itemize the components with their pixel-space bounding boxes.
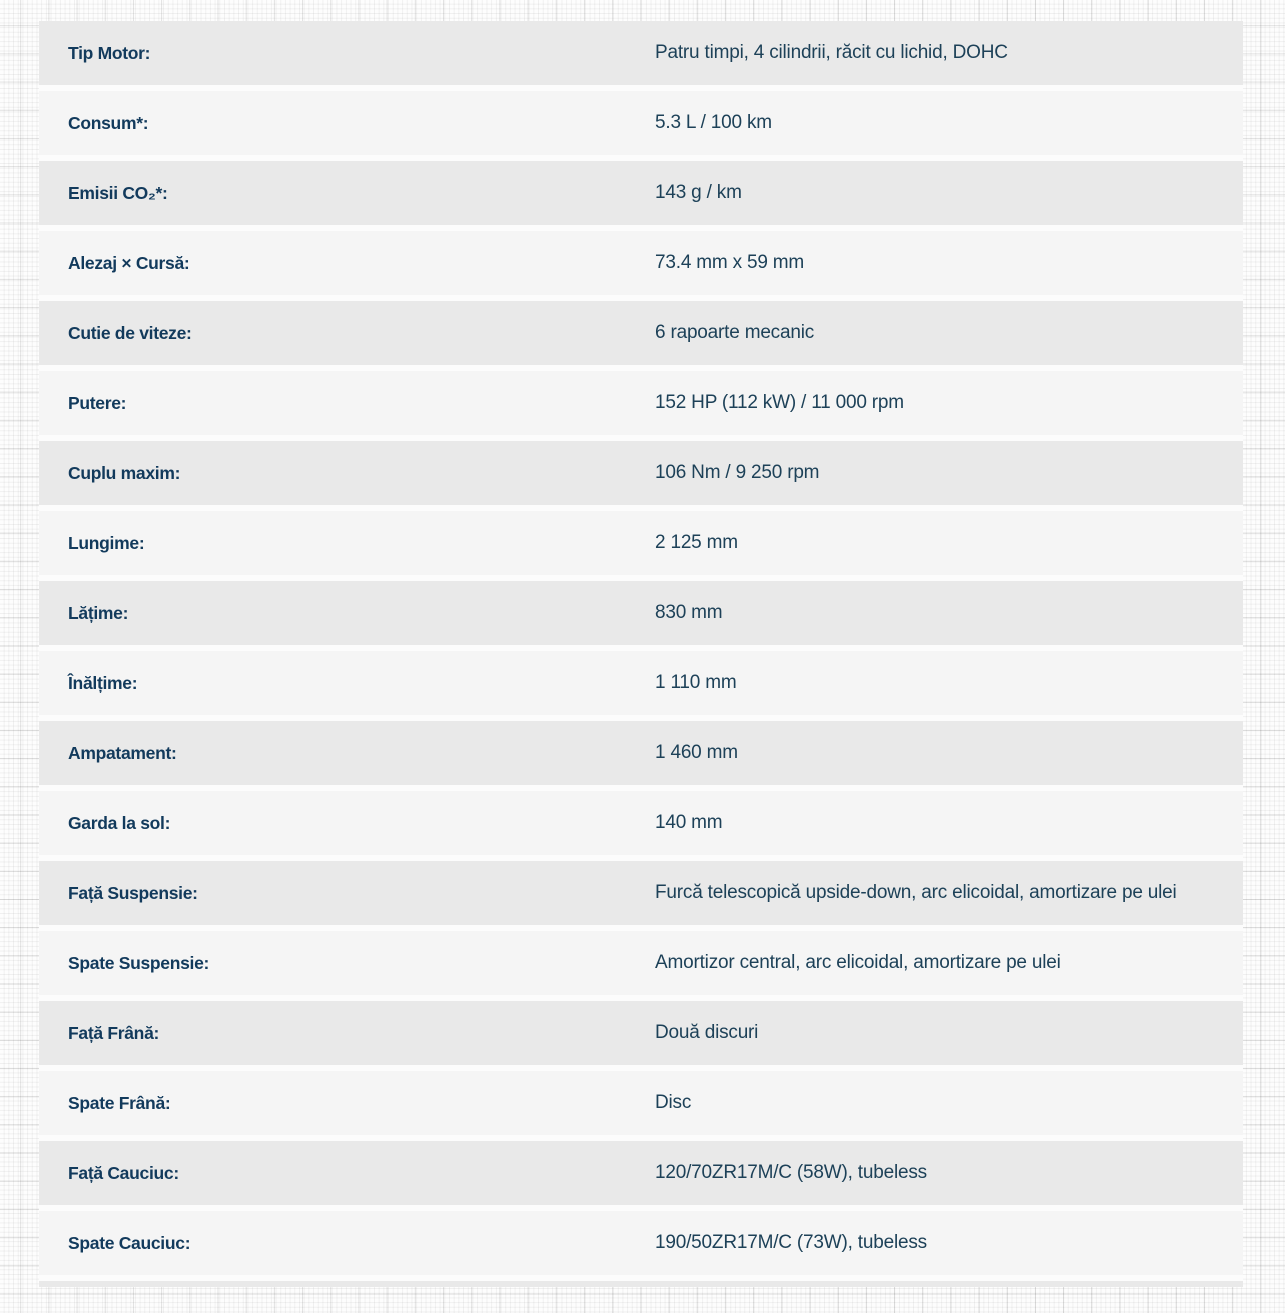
- spec-value: Două discuri: [655, 1022, 759, 1043]
- table-row: Garda la sol: 140 mm: [39, 791, 1243, 855]
- spec-value: 143 g / km: [655, 182, 742, 203]
- spec-label: Alezaj × Cursă:: [68, 253, 190, 273]
- spec-label: Spate Cauciuc:: [68, 1233, 191, 1253]
- spec-label: Spate Suspensie:: [68, 953, 210, 973]
- spec-value: 106 Nm / 9 250 rpm: [655, 462, 820, 483]
- spec-label: Cuplu maxim:: [68, 463, 181, 483]
- spec-value: 140 mm: [655, 812, 723, 833]
- spec-label: Putere:: [68, 393, 127, 413]
- table-row: Spate Cauciuc: 190/50ZR17M/C (73W), tubel…: [39, 1211, 1243, 1275]
- spec-value: Patru timpi, 4 cilindrii, răcit cu lichi…: [655, 42, 1008, 63]
- table-row: Cutie de viteze: 6 rapoarte mecanic: [39, 301, 1243, 365]
- table-row-partial: [39, 1281, 1243, 1287]
- spec-value: 830 mm: [655, 602, 723, 623]
- spec-label: Emisii CO₂*:: [68, 183, 168, 203]
- table-row: Înălțime: 1 110 mm: [39, 651, 1243, 715]
- table-row: Consum*: 5.3 L / 100 km: [39, 91, 1243, 155]
- spec-value: 190/50ZR17M/C (73W), tubeless: [655, 1232, 927, 1253]
- table-row: Față Cauciuc: 120/70ZR17M/C (58W), tubele…: [39, 1141, 1243, 1205]
- spec-value: 120/70ZR17M/C (58W), tubeless: [655, 1162, 927, 1183]
- spec-label: Înălțime:: [68, 673, 138, 693]
- spec-label: Consum*:: [68, 113, 149, 133]
- spec-label: Tip Motor:: [68, 43, 151, 63]
- table-row: Lățime: 830 mm: [39, 581, 1243, 645]
- table-row: Tip Motor: Patru timpi, 4 cilindrii, răci…: [39, 21, 1243, 85]
- table-row: Cuplu maxim: 106 Nm / 9 250 rpm: [39, 441, 1243, 505]
- spec-value: 152 HP (112 kW) / 11 000 rpm: [655, 392, 904, 413]
- table-row: Emisii CO₂*: 143 g / km: [39, 161, 1243, 225]
- spec-value: 1 110 mm: [655, 672, 737, 693]
- spec-value: Furcă telescopică upside-down, arc elico…: [655, 882, 1177, 903]
- spec-value: 1 460 mm: [655, 742, 738, 763]
- table-row: Spate Frână: Disc: [39, 1071, 1243, 1135]
- spec-value: Amortizor central, arc elicoidal, amorti…: [655, 952, 1061, 973]
- spec-label: Față Suspensie:: [68, 883, 198, 903]
- spec-label: Garda la sol:: [68, 813, 171, 833]
- spec-value: 73.4 mm x 59 mm: [655, 252, 805, 273]
- spec-value: 2 125 mm: [655, 532, 738, 553]
- spec-label: Față Cauciuc:: [68, 1163, 179, 1183]
- spec-label: Cutie de viteze:: [68, 323, 192, 343]
- spec-label: Lățime:: [68, 603, 129, 623]
- spec-label: Ampatament:: [68, 743, 177, 763]
- table-row: Alezaj × Cursă: 73.4 mm x 59 mm: [39, 231, 1243, 295]
- spec-value: 6 rapoarte mecanic: [655, 322, 815, 343]
- spec-label: Lungime:: [68, 533, 145, 553]
- spec-value: 5.3 L / 100 km: [655, 112, 772, 133]
- spec-table: Tip Motor: Patru timpi, 4 cilindrii, răci…: [39, 21, 1243, 1287]
- table-row: Ampatament: 1 460 mm: [39, 721, 1243, 785]
- spec-value: Disc: [655, 1092, 692, 1113]
- table-row: Spate Suspensie: Amortizor central, arc e…: [39, 931, 1243, 995]
- table-row: Față Suspensie: Furcă telescopică upside-…: [39, 861, 1243, 925]
- spec-label: Față Frână:: [68, 1023, 160, 1043]
- table-row: Lungime: 2 125 mm: [39, 511, 1243, 575]
- spec-label: Spate Frână:: [68, 1093, 171, 1113]
- table-row: Putere: 152 HP (112 kW) / 11 000 rpm: [39, 371, 1243, 435]
- table-row: Față Frână: Două discuri: [39, 1001, 1243, 1065]
